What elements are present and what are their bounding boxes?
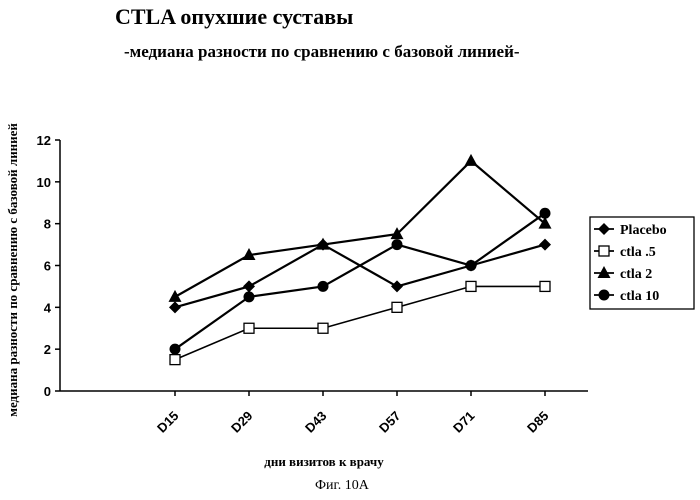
series-line	[175, 286, 545, 359]
y-tick-label: 10	[37, 175, 51, 190]
data-point	[466, 260, 477, 271]
data-point	[539, 239, 551, 251]
data-point	[169, 290, 182, 302]
legend-label: ctla 2	[620, 267, 652, 282]
data-point	[392, 239, 403, 250]
data-point	[318, 281, 329, 292]
x-axis-title: дни визитов к врачу	[264, 454, 384, 469]
y-axis-title: медиана разности по сравнению с базовой …	[5, 123, 20, 417]
data-point	[540, 208, 551, 219]
y-tick-label: 8	[44, 217, 51, 232]
data-point	[244, 323, 254, 333]
series-ctla-2	[169, 154, 552, 302]
legend: Placebo ctla .5 ctla 2 ctla 10	[590, 217, 694, 309]
legend-marker	[599, 290, 610, 301]
legend-label: Placebo	[620, 223, 667, 238]
series-ctla-5	[170, 281, 550, 364]
series-ctla-10	[170, 208, 551, 355]
y-tick-label: 4	[44, 300, 52, 315]
axes: 0 2 4 6 8 10 12 D15 D29 D43 D57 D71 D85 дни визитов к…	[5, 123, 588, 469]
data-point	[170, 344, 181, 355]
x-tick-label: D57	[376, 408, 403, 435]
x-tick-label: D15	[154, 408, 181, 435]
data-point	[392, 302, 402, 312]
data-point	[540, 281, 550, 291]
legend-label: ctla .5	[620, 245, 656, 260]
y-tick-label: 2	[44, 342, 51, 357]
series-line	[175, 161, 545, 297]
data-point	[391, 280, 403, 292]
data-point	[243, 280, 255, 292]
data-point	[244, 291, 255, 302]
series-layer	[169, 154, 552, 365]
y-tick-label: 6	[44, 259, 51, 274]
x-tick-label: D71	[450, 408, 477, 435]
figure-caption: Фиг. 10А	[315, 478, 369, 494]
data-point	[466, 281, 476, 291]
data-point	[318, 323, 328, 333]
data-point	[169, 301, 181, 313]
y-tick-label: 12	[37, 133, 51, 148]
legend-marker	[599, 246, 609, 256]
x-tick-label: D43	[302, 408, 329, 435]
legend-label: ctla 10	[620, 289, 659, 304]
series-line	[175, 245, 545, 308]
data-point	[170, 355, 180, 365]
series-line	[175, 213, 545, 349]
y-tick-label: 0	[44, 384, 51, 399]
data-point	[465, 154, 478, 166]
x-tick-label: D29	[228, 408, 255, 435]
x-tick-label: D85	[524, 408, 551, 435]
